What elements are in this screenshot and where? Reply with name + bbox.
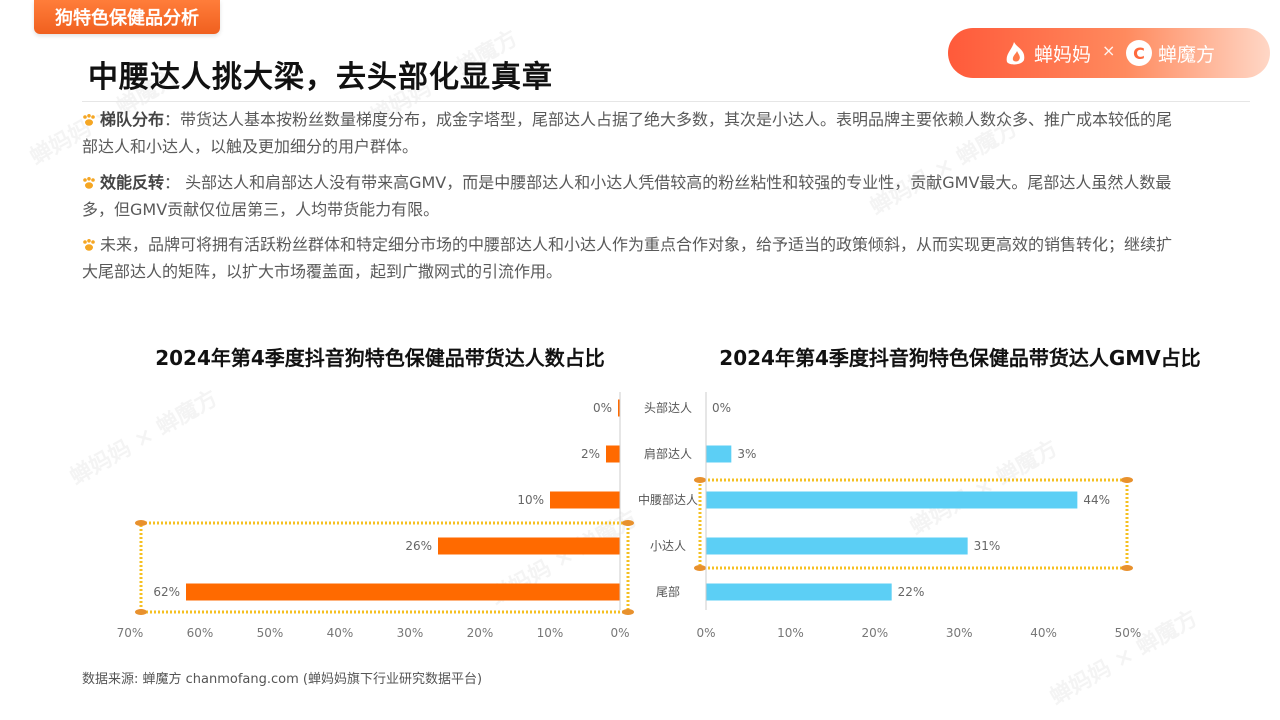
- category-label: 头部达人: [644, 400, 692, 415]
- logo-chanmama-text: 蝉妈妈: [1034, 44, 1092, 66]
- bar-right-中腰部达人: [706, 491, 1078, 509]
- category-label: 肩部达人: [644, 446, 692, 461]
- bar-left-头部达人: [618, 399, 620, 417]
- logo-chanmofang-text: 蝉魔方: [1158, 44, 1216, 66]
- paragraph-efficiency-reversal: 效能反转： 头部达人和肩部达人没有带来高GMV，而是中腰部达人和小达人凭借较高的…: [82, 169, 1182, 223]
- paragraph-lead: 效能反转: [100, 173, 165, 192]
- paragraph-text: ：带货达人基本按粉丝数量梯度分布，成金字塔型，尾部达人占据了绝大多数，其次是小达…: [82, 110, 1173, 156]
- x-tick-left: 30%: [397, 626, 424, 640]
- chanmofang-logo-icon: C: [1126, 40, 1152, 66]
- brand-logo: 蝉妈妈 × C 蝉魔方: [948, 28, 1270, 78]
- highlight-corner-leaf: [1121, 477, 1133, 483]
- category-label: 尾部: [656, 584, 680, 599]
- x-tick-left: 50%: [257, 626, 284, 640]
- value-label-right-肩部达人: 3%: [737, 447, 756, 461]
- highlight-corner-leaf: [694, 477, 706, 483]
- value-label-left-中腰部达人: 10%: [517, 493, 544, 507]
- bar-left-小达人: [438, 537, 620, 555]
- value-label-right-小达人: 31%: [974, 539, 1001, 553]
- logo-separator: ×: [1102, 41, 1116, 60]
- paragraph-lead: 梯队分布: [100, 110, 165, 129]
- category-label: 中腰部达人: [638, 492, 698, 507]
- x-tick-left: 60%: [187, 626, 214, 640]
- x-tick-right: 10%: [777, 626, 804, 640]
- x-tick-right: 0%: [696, 626, 715, 640]
- highlight-corner-leaf: [135, 520, 147, 526]
- highlight-corner-leaf: [135, 609, 147, 615]
- value-label-right-尾部: 22%: [898, 585, 925, 599]
- bar-right-尾部: [706, 583, 892, 601]
- x-tick-right: 40%: [1030, 626, 1057, 640]
- bar-left-肩部达人: [606, 445, 620, 463]
- chanmama-logo-icon: [1006, 42, 1025, 65]
- value-label-right-头部达人: 0%: [712, 401, 731, 415]
- highlight-corner-leaf: [622, 609, 634, 615]
- paw-icon: [83, 177, 95, 189]
- paragraph-text: ： 头部达人和肩部达人没有带来高GMV，而是中腰部达人和小达人凭借较高的粉丝粘性…: [82, 173, 1172, 219]
- section-tag: 狗特色保健品分析: [34, 0, 220, 34]
- category-label: 小达人: [650, 539, 686, 553]
- value-label-left-肩部达人: 2%: [581, 447, 600, 461]
- x-tick-right: 20%: [861, 626, 888, 640]
- x-tick-left: 0%: [610, 626, 629, 640]
- bar-right-肩部达人: [706, 445, 732, 463]
- data-source: 数据来源: 蝉魔方 chanmofang.com (蝉妈妈旗下行业研究数据平台): [82, 672, 483, 687]
- paragraph-text: 未来，品牌可将拥有活跃粉丝群体和特定细分市场的中腰部达人和小达人作为重点合作对象…: [82, 235, 1173, 281]
- highlight-corner-leaf: [622, 520, 634, 526]
- x-tick-left: 10%: [537, 626, 564, 640]
- value-label-left-头部达人: 0%: [593, 401, 612, 415]
- x-tick-left: 70%: [117, 626, 144, 640]
- paw-icon: [83, 114, 95, 126]
- paragraph-tier-distribution: 梯队分布：带货达人基本按粉丝数量梯度分布，成金字塔型，尾部达人占据了绝大多数，其…: [82, 106, 1182, 160]
- value-label-left-尾部: 62%: [153, 585, 180, 599]
- bar-left-中腰部达人: [550, 491, 620, 509]
- highlight-corner-leaf: [1121, 565, 1133, 571]
- value-label-left-小达人: 26%: [405, 539, 432, 553]
- page-title: 中腰达人挑大梁，去头部化显真章: [88, 60, 553, 95]
- x-tick-left: 40%: [327, 626, 354, 640]
- bar-right-小达人: [706, 537, 968, 555]
- x-tick-right: 30%: [946, 626, 973, 640]
- value-label-right-中腰部达人: 44%: [1083, 493, 1110, 507]
- title-divider: [82, 101, 1250, 102]
- x-tick-left: 20%: [467, 626, 494, 640]
- paw-icon: [83, 239, 95, 251]
- paragraph-future: 未来，品牌可将拥有活跃粉丝群体和特定细分市场的中腰部达人和小达人作为重点合作对象…: [82, 231, 1182, 285]
- chart-title-talent-gmv: 2024年第4季度抖音狗特色保健品带货达人GMV占比: [719, 346, 1201, 370]
- highlight-box-right: [698, 478, 1129, 570]
- chart-title-talent-count: 2024年第4季度抖音狗特色保健品带货达人数占比: [155, 346, 605, 370]
- x-tick-right: 50%: [1115, 626, 1142, 640]
- highlight-corner-leaf: [694, 565, 706, 571]
- bar-left-尾部: [186, 583, 620, 601]
